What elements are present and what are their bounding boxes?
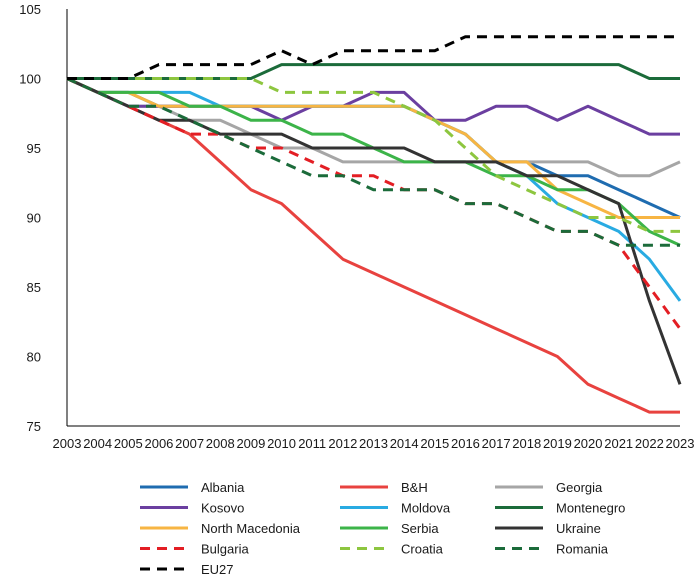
y-axis-ticks: 75 80 85 90 95 100 105 bbox=[19, 2, 41, 434]
legend-label: Croatia bbox=[401, 542, 444, 557]
x-tick-label: 2009 bbox=[236, 436, 265, 451]
legend-item-north-macedonia: North Macedonia bbox=[140, 521, 301, 536]
series-line-eu27 bbox=[67, 37, 680, 79]
x-tick-label: 2023 bbox=[666, 436, 695, 451]
x-tick-label: 2018 bbox=[512, 436, 541, 451]
legend-label: Moldova bbox=[401, 501, 451, 516]
y-tick-label: 90 bbox=[27, 211, 41, 226]
x-tick-label: 2008 bbox=[206, 436, 235, 451]
x-tick-label: 2019 bbox=[543, 436, 572, 451]
series-layer bbox=[67, 37, 680, 412]
legend-item-eu27: EU27 bbox=[140, 562, 234, 577]
y-tick-label: 85 bbox=[27, 280, 41, 295]
legend-label: Serbia bbox=[401, 521, 439, 536]
legend-label: B&H bbox=[401, 480, 428, 495]
x-tick-label: 2017 bbox=[482, 436, 511, 451]
x-tick-label: 2007 bbox=[175, 436, 204, 451]
legend-item-serbia: Serbia bbox=[340, 521, 439, 536]
x-tick-label: 2010 bbox=[267, 436, 296, 451]
legend-label: Bulgaria bbox=[201, 542, 249, 557]
legend-item-croatia: Croatia bbox=[340, 542, 444, 557]
x-tick-label: 2004 bbox=[83, 436, 112, 451]
x-axis-ticks: 2003 2004 2005 2006 2007 2008 2009 2010 2011 2012… bbox=[53, 436, 695, 451]
legend-item-albania: Albania bbox=[140, 480, 245, 495]
y-tick-label: 75 bbox=[27, 419, 41, 434]
x-tick-label: 2006 bbox=[144, 436, 173, 451]
x-tick-label: 2015 bbox=[420, 436, 449, 451]
x-tick-label: 2003 bbox=[53, 436, 82, 451]
x-tick-label: 2016 bbox=[451, 436, 480, 451]
x-tick-label: 2021 bbox=[604, 436, 633, 451]
series-line-croatia bbox=[67, 79, 680, 232]
legend-label: Albania bbox=[201, 480, 245, 495]
y-tick-label: 95 bbox=[27, 141, 41, 156]
legend-item-georgia: Georgia bbox=[495, 480, 603, 495]
series-line-ukraine bbox=[67, 79, 680, 385]
x-tick-label: 2014 bbox=[390, 436, 419, 451]
line-chart: 7580859095100105 2003 2004 2005 2006 2007 200… bbox=[0, 0, 698, 587]
y-tick-label: 105 bbox=[19, 2, 41, 17]
legend-item-moldova: Moldova bbox=[340, 501, 451, 516]
legend-label: Georgia bbox=[556, 480, 603, 495]
x-tick-label: 2013 bbox=[359, 436, 388, 451]
legend-label: Montenegro bbox=[556, 501, 625, 516]
legend-label: Ukraine bbox=[556, 521, 601, 536]
x-tick-label: 2012 bbox=[328, 436, 357, 451]
legend-item-montenegro: Montenegro bbox=[495, 501, 625, 516]
legend-item-bulgaria: Bulgaria bbox=[140, 542, 249, 557]
legend-label: EU27 bbox=[201, 562, 234, 577]
y-tick-label: 80 bbox=[27, 350, 41, 365]
legend-item-kosovo: Kosovo bbox=[140, 501, 244, 516]
x-tick-label: 2022 bbox=[635, 436, 664, 451]
x-tick-label: 2020 bbox=[574, 436, 603, 451]
legend-label: Kosovo bbox=[201, 501, 244, 516]
series-line-montenegro bbox=[67, 65, 680, 79]
legend: Albania B&H Georgia Kosovo Moldova Montenegro… bbox=[140, 480, 625, 577]
legend-label: North Macedonia bbox=[201, 521, 301, 536]
series-line-bandh bbox=[67, 79, 680, 413]
y-tick-label: 100 bbox=[19, 72, 41, 87]
legend-item-romania: Romania bbox=[495, 542, 609, 557]
legend-item-ukraine: Ukraine bbox=[495, 521, 601, 536]
x-tick-label: 2005 bbox=[114, 436, 143, 451]
legend-item-bandh: B&H bbox=[340, 480, 428, 495]
x-tick-label: 2011 bbox=[298, 436, 326, 451]
legend-label: Romania bbox=[556, 542, 609, 557]
